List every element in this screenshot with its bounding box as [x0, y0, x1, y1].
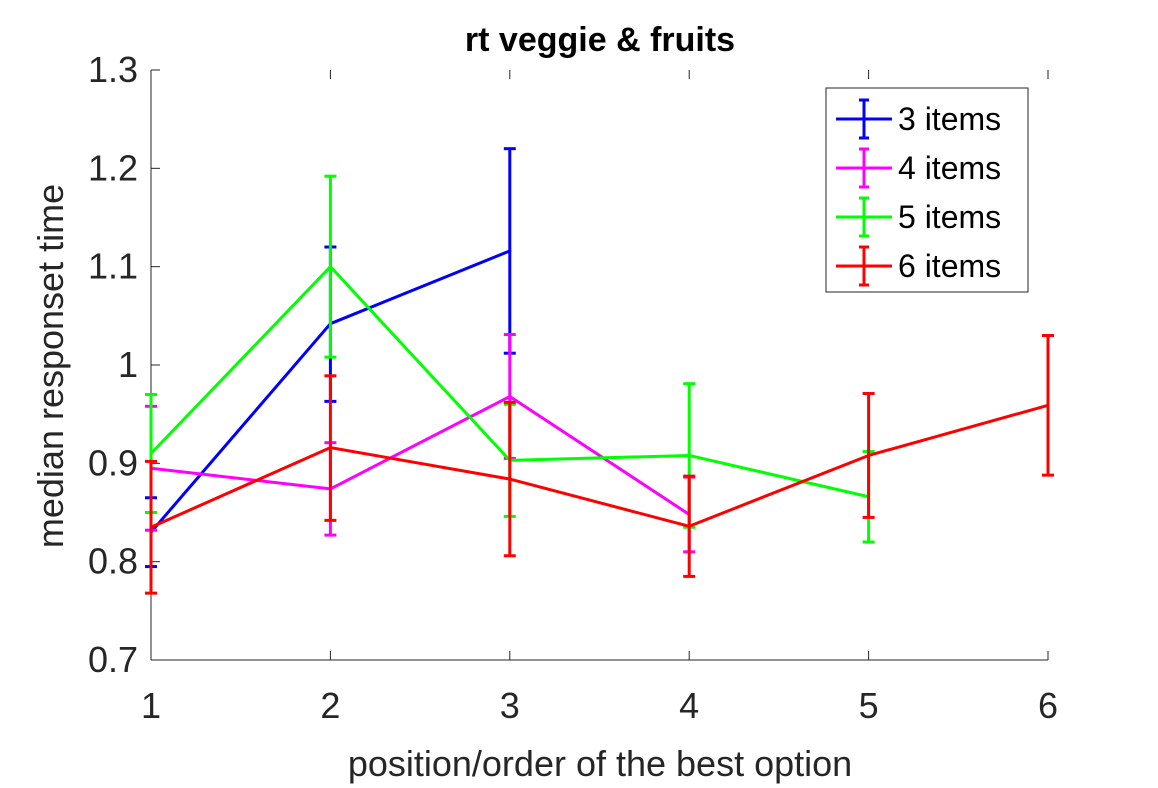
y-tick-label: 0.7: [88, 639, 138, 680]
legend: 3 items 4 items 5 items 6 items: [825, 87, 1029, 293]
data-point: [149, 525, 153, 529]
plot-area: [145, 147, 1054, 595]
y-tick-label: 1.3: [88, 49, 138, 90]
x-tick-label: 3: [500, 685, 520, 726]
x-axis-label: position/order of the best option: [348, 743, 852, 784]
x-tick-label: 5: [859, 685, 879, 726]
chart-title: rt veggie & fruits: [465, 21, 735, 59]
legend-label: 3 items: [898, 101, 1001, 137]
data-point: [867, 453, 871, 457]
series-4: [145, 334, 1054, 595]
axes: 1 2 3 4 5 6 0.7 0.8 0.9 1 1.1 1.2 1.3: [88, 49, 1058, 726]
data-point: [508, 477, 512, 481]
y-tick-label: 1.2: [88, 147, 138, 188]
y-axis-label: median responset time: [30, 184, 71, 548]
data-point: [328, 265, 332, 269]
data-point: [687, 524, 691, 528]
series-line: [150, 403, 1049, 529]
data-point: [508, 249, 512, 253]
data-point: [149, 452, 153, 455]
y-tick-label: 1: [118, 344, 138, 385]
y-tick-label: 0.9: [88, 442, 138, 483]
legend-label: 6 items: [898, 248, 1001, 284]
y-tick-label: 0.8: [88, 541, 138, 582]
data-point: [687, 453, 691, 457]
x-tick-label: 6: [1038, 685, 1058, 726]
data-point: [1046, 403, 1050, 407]
legend-label: 4 items: [898, 150, 1001, 186]
y-tick-label: 1.1: [88, 246, 138, 287]
data-point: [508, 394, 512, 398]
x-tick-label: 1: [141, 685, 161, 726]
x-tick-label: 2: [320, 685, 340, 726]
x-tick-label: 4: [679, 685, 699, 726]
data-point: [328, 446, 332, 450]
legend-box: [825, 87, 1029, 293]
legend-label: 5 items: [898, 199, 1001, 235]
series-line: [150, 394, 691, 516]
